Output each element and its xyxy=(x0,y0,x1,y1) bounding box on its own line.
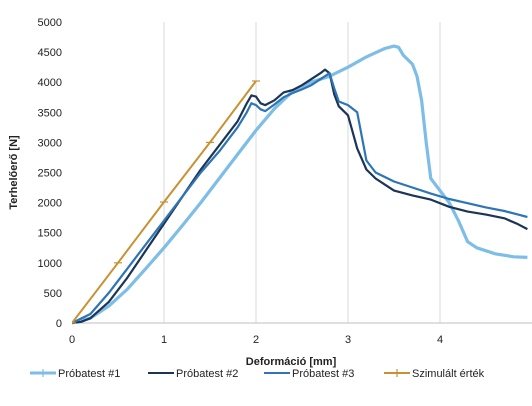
legend-label-3: Szimulált érték xyxy=(412,368,485,380)
y-tick-label-2: 1000 xyxy=(38,258,62,270)
y-tick-label-0: 0 xyxy=(56,318,62,330)
x-tick-labels: 0 1 2 3 4 xyxy=(69,334,443,346)
y-tick-label-6: 3000 xyxy=(38,137,62,149)
y-tick-label-5: 2500 xyxy=(38,168,62,180)
y-tick-label-1: 500 xyxy=(44,288,62,300)
series-group-1 xyxy=(72,68,528,325)
x-tick-label-0: 0 xyxy=(69,334,75,346)
y-tick-label-3: 1500 xyxy=(38,228,62,240)
series-group-2 xyxy=(72,72,528,324)
series-group-3 xyxy=(72,80,260,324)
legend-label-0: Próbatest #1 xyxy=(58,368,120,380)
y-tick-label-4: 2000 xyxy=(38,198,62,210)
x-tick-label-1: 1 xyxy=(161,334,167,346)
y-axis-title: Terhelőerő [N] xyxy=(8,135,20,210)
y-tick-label-10: 5000 xyxy=(38,17,62,29)
series-line-0 xyxy=(72,44,528,325)
x-tick-label-2: 2 xyxy=(253,334,259,346)
y-tick-label-7: 3500 xyxy=(38,107,62,119)
series-lines xyxy=(72,44,528,325)
x-axis-title: Deformáció [mm] xyxy=(246,356,337,368)
y-tick-labels: 0 500 1000 1500 2000 2500 3000 3500 4000 4500 5000 xyxy=(38,17,62,330)
legend-label-2: Próbatest #3 xyxy=(292,368,354,380)
series-line-2 xyxy=(72,72,528,324)
series-line-1 xyxy=(72,68,528,325)
y-tick-label-9: 4500 xyxy=(38,47,62,59)
x-tick-label-3: 3 xyxy=(345,334,351,346)
grid xyxy=(163,22,441,323)
x-tick-label-4: 4 xyxy=(437,334,443,346)
y-tick-label-8: 4000 xyxy=(38,77,62,89)
legend-label-1: Próbatest #2 xyxy=(176,368,238,380)
legend: Próbatest #1 Próbatest #2 Próbatest #3 Szim… xyxy=(30,368,485,380)
series-group-0 xyxy=(72,44,528,325)
